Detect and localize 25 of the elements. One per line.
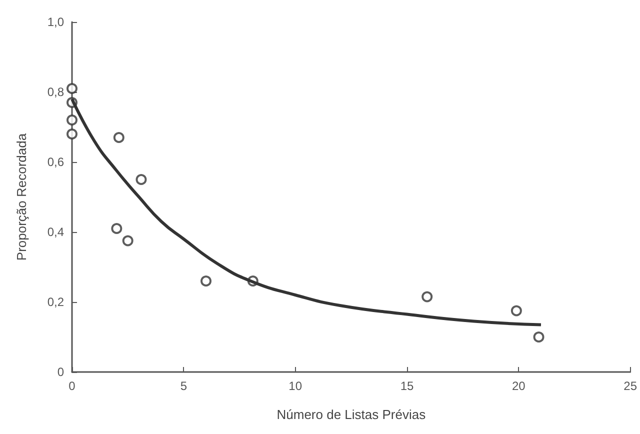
point — [533, 332, 544, 342]
point — [122, 235, 134, 246]
x-tick-label: 0 — [68, 379, 76, 393]
point — [422, 291, 433, 302]
point — [111, 223, 122, 234]
point — [66, 83, 78, 94]
y-tick-label: 0 — [57, 365, 64, 379]
x-axis-title: Número de Listas Prévias — [276, 407, 426, 422]
point — [113, 132, 124, 143]
x-tick-label: 25 — [624, 379, 638, 393]
point — [510, 305, 522, 316]
y-tick-label: 1,0 — [47, 15, 64, 29]
y-tick-label: 0,6 — [47, 155, 64, 169]
y-tick-label: 0,4 — [47, 225, 64, 239]
point — [66, 128, 78, 140]
point — [136, 174, 147, 185]
point — [200, 276, 212, 286]
y-tick-label: 0,8 — [47, 85, 64, 99]
point — [66, 114, 78, 126]
y-tick-label: 0,2 — [47, 295, 64, 309]
x-tick-label: 5 — [180, 379, 188, 393]
x-tick-label: 10 — [288, 379, 302, 393]
x-tick-label: 15 — [400, 379, 414, 393]
x-tick-label: 20 — [512, 379, 526, 393]
y-axis-title: Proporção Recordada — [14, 132, 29, 261]
